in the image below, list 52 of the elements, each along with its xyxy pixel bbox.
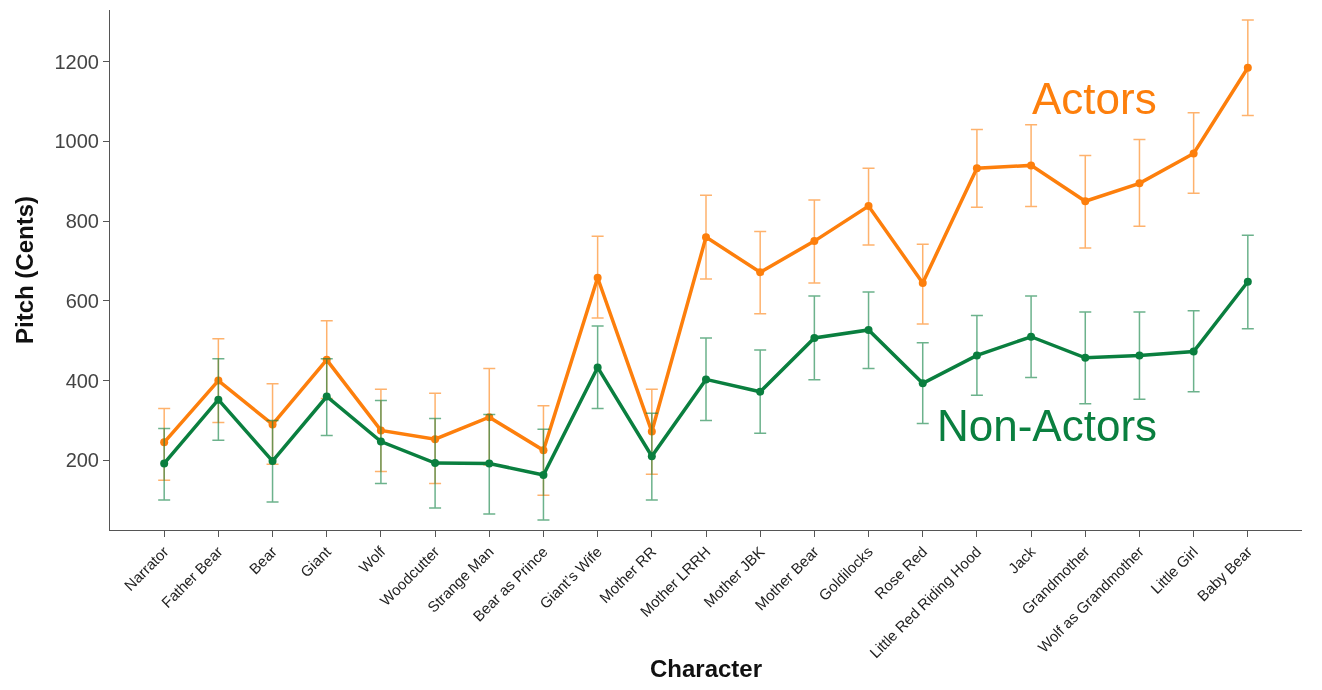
y-tick-label: 600: [65, 289, 99, 312]
point: [376, 426, 385, 435]
point: [972, 351, 981, 360]
point: [702, 233, 710, 242]
point: [810, 333, 819, 342]
point: [647, 427, 656, 436]
point: [485, 459, 494, 468]
point: [1243, 63, 1252, 72]
point: [1135, 351, 1144, 360]
point: [376, 437, 385, 446]
point: [268, 420, 277, 429]
x-axis-title: Character: [649, 655, 763, 683]
point: [322, 392, 331, 401]
point: [214, 395, 223, 404]
y-tick-label: 1000: [54, 130, 99, 153]
point: [593, 363, 602, 372]
point: [972, 164, 981, 173]
point: [268, 457, 277, 466]
point: [1189, 149, 1198, 158]
point: [1135, 179, 1144, 188]
point: [647, 452, 656, 461]
point: [918, 379, 927, 388]
point: [431, 459, 440, 468]
point: [431, 435, 440, 444]
point: [702, 375, 710, 384]
point: [864, 202, 873, 211]
point: [160, 438, 169, 447]
point: [1243, 277, 1252, 286]
y-tick-label: 800: [65, 210, 99, 233]
y-tick-label: 1200: [54, 50, 99, 73]
point: [539, 471, 548, 480]
point: [160, 459, 169, 468]
point: [322, 355, 331, 364]
point: [539, 446, 548, 455]
point: [918, 278, 927, 287]
point: [214, 376, 223, 385]
point: [1027, 161, 1036, 170]
y-axis-title: Pitch (Cents): [10, 195, 38, 345]
point: [1027, 332, 1036, 341]
y-tick-label: 200: [65, 449, 99, 472]
point: [485, 413, 494, 422]
point: [593, 273, 602, 282]
point: [864, 325, 873, 334]
series-label: Actors: [1032, 74, 1157, 123]
point: [1081, 197, 1090, 206]
series-label: Non-Actors: [937, 401, 1158, 450]
point: [756, 387, 765, 396]
point: [1081, 353, 1090, 362]
point: [756, 268, 765, 277]
point: [810, 237, 819, 246]
y-tick-label: 400: [65, 369, 99, 392]
point: [1189, 347, 1198, 356]
